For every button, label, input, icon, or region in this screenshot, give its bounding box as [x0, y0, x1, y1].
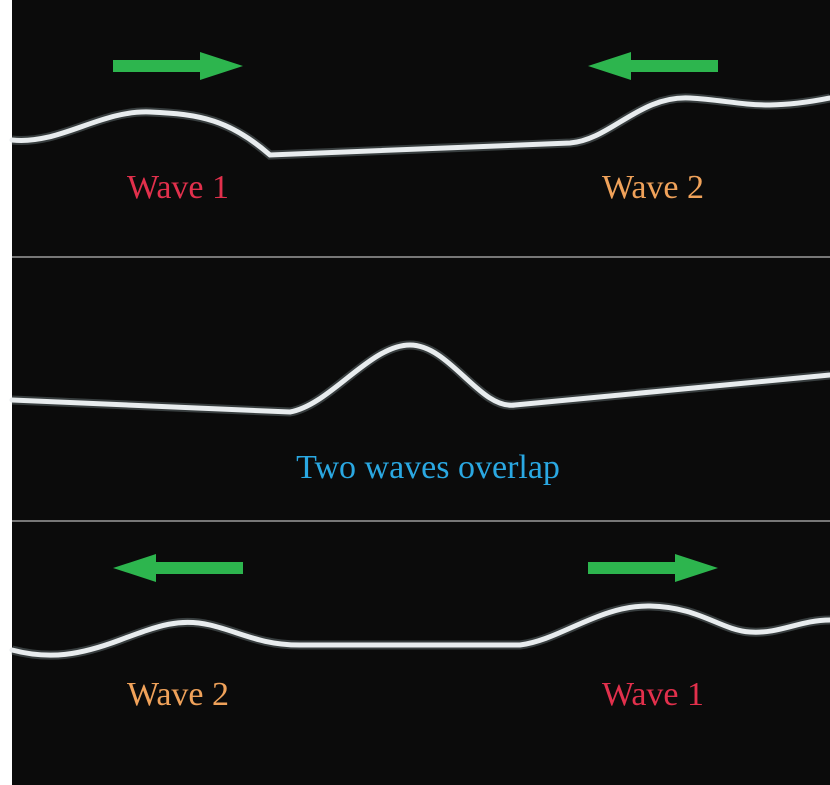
overlap-label: Two waves overlap — [296, 449, 560, 486]
scene: Wave 1 Wave 2 Two waves overlap Wave 2 W… — [0, 0, 830, 785]
wave-label: Wave 2 — [602, 169, 704, 206]
page: Wave 1 Wave 2 Two waves overlap Wave 2 W… — [0, 0, 830, 785]
background — [12, 0, 830, 785]
wave-label: Wave 1 — [127, 169, 229, 206]
wave-label: Wave 1 — [602, 676, 704, 713]
wave-label: Wave 2 — [127, 676, 229, 713]
